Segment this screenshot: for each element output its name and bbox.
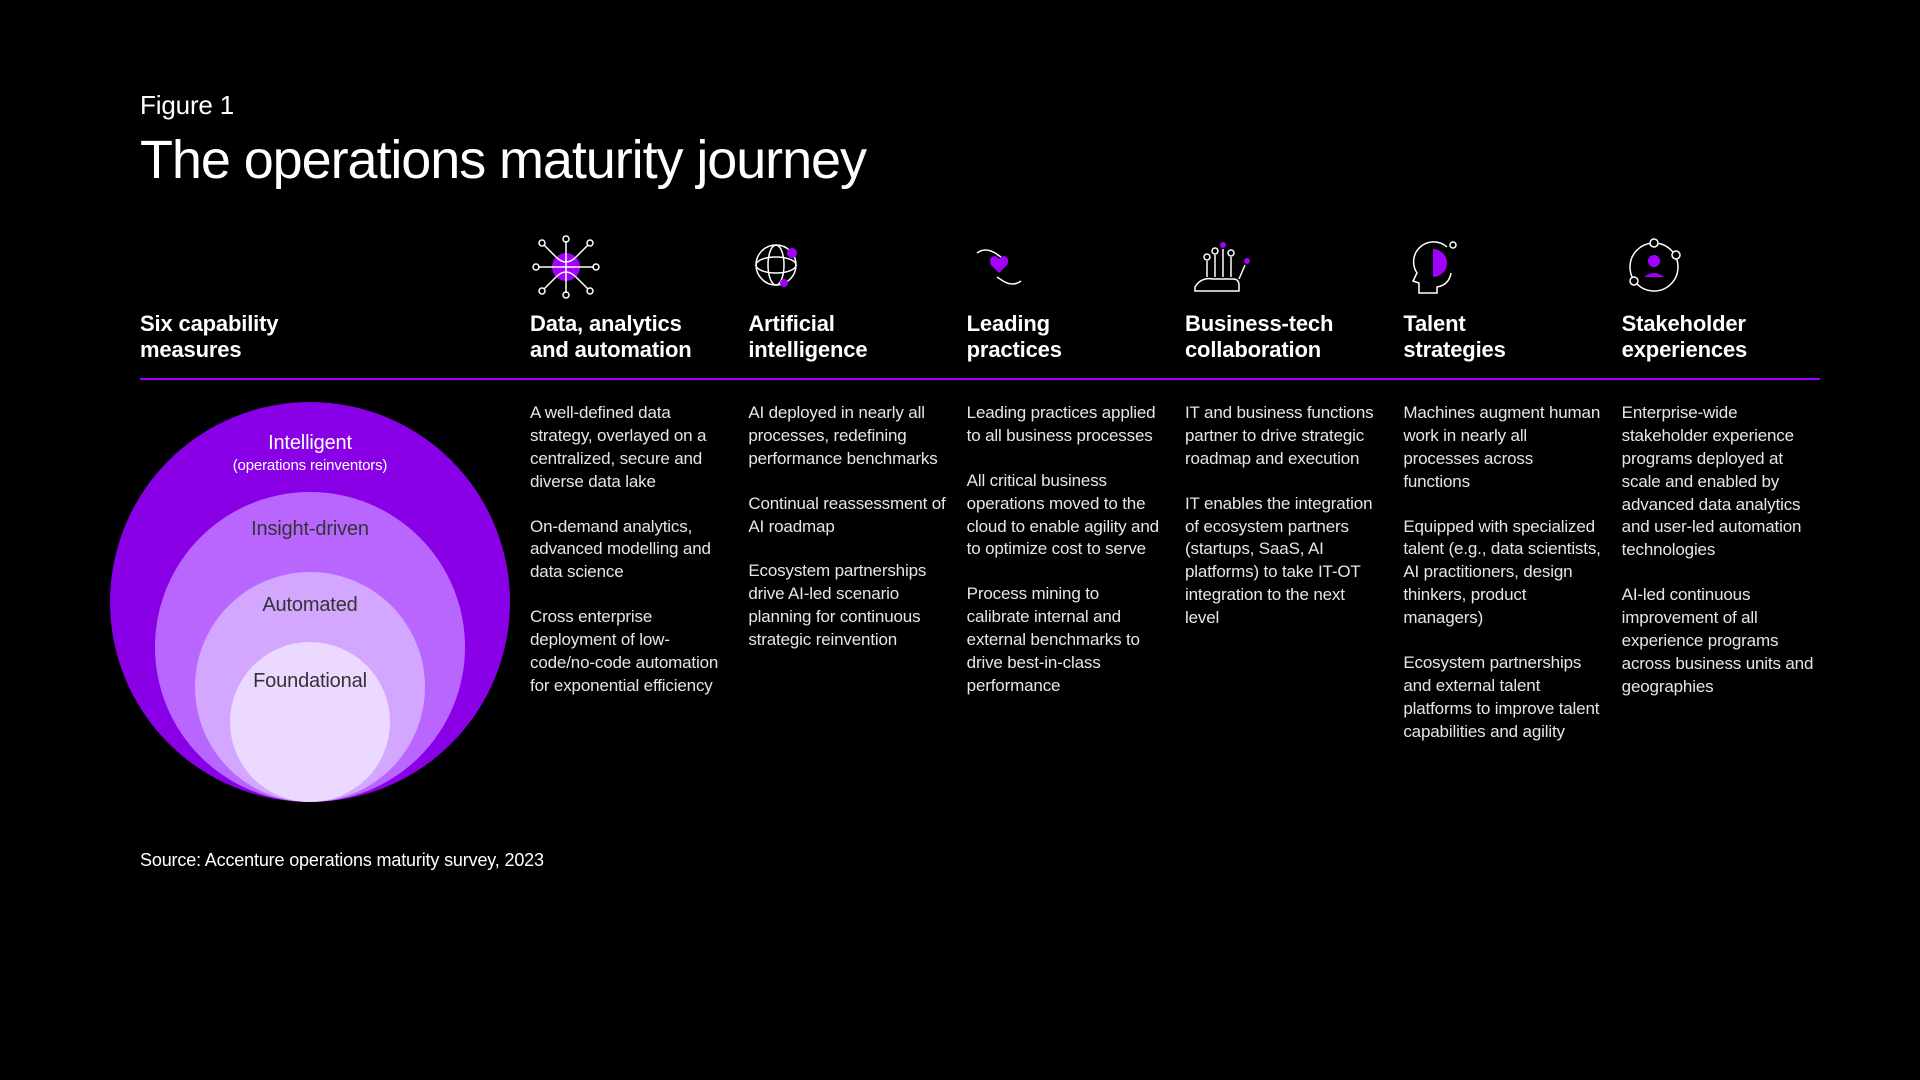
body-paragraph: AI deployed in nearly all processes, red…: [748, 402, 946, 471]
column-stakeholder: Stakeholder experiences: [1622, 231, 1820, 378]
maturity-circle-sublabel: (operations reinventors): [233, 457, 388, 474]
capability-grid: Six capability measures Data, analyti: [140, 231, 1820, 802]
body-paragraph: AI-led continuous improvement of all exp…: [1622, 584, 1820, 699]
body-paragraph: Machines augment human work in nearly al…: [1403, 402, 1601, 494]
column-leading: Leading practices: [967, 231, 1165, 378]
body-paragraph: Ecosystem partnerships and external tale…: [1403, 652, 1601, 744]
ai-globe-icon: [748, 231, 946, 311]
source-note: Source: Accenture operations maturity su…: [140, 850, 1820, 871]
maturity-circle-label: Foundational: [253, 670, 367, 802]
column-header: Leading practices: [967, 311, 1165, 378]
body-paragraph: IT enables the integration of ecosystem …: [1185, 493, 1383, 631]
column-data: Data, analytics and automation: [530, 231, 728, 378]
body-paragraph: A well-defined data strategy, overlayed …: [530, 402, 728, 494]
column-talent: Talent strategies: [1403, 231, 1601, 378]
page-title: The operations maturity journey: [140, 129, 1820, 191]
figure-label: Figure 1: [140, 90, 1820, 121]
maturity-circle: Foundational: [230, 642, 390, 802]
column-header: Stakeholder experiences: [1622, 311, 1820, 378]
column-header: Business-tech collaboration: [1185, 311, 1383, 378]
column-header: Six capability measures: [140, 231, 510, 378]
hands-heart-icon: [967, 231, 1165, 311]
body-paragraph: Leading practices applied to all busines…: [967, 402, 1165, 448]
body-paragraph: Process mining to calibrate internal and…: [967, 583, 1165, 698]
body-paragraph: Enterprise-wide stakeholder experience p…: [1622, 402, 1820, 563]
column-body: IT and business functions partner to dri…: [1185, 380, 1383, 802]
body-paragraph: IT and business functions partner to dri…: [1185, 402, 1383, 471]
column-body: Leading practices applied to all busines…: [967, 380, 1165, 802]
column-body: Enterprise-wide stakeholder experience p…: [1622, 380, 1820, 802]
column-ai: Artificial intelligence: [748, 231, 946, 378]
column-header: Artificial intelligence: [748, 311, 946, 378]
column-body: A well-defined data strategy, overlayed …: [530, 380, 728, 802]
body-paragraph: Continual reassessment of AI roadmap: [748, 493, 946, 539]
body-paragraph: Cross enterprise deployment of low-code/…: [530, 606, 728, 698]
accent-divider: [140, 378, 1820, 380]
maturity-circles: Intelligent(operations reinventors)Insig…: [140, 380, 510, 802]
label-column: Six capability measures: [140, 231, 510, 378]
column-body: Machines augment human work in nearly al…: [1403, 380, 1601, 802]
body-paragraph: On-demand analytics, advanced modelling …: [530, 516, 728, 585]
stakeholder-orbit-icon: [1622, 231, 1820, 311]
body-paragraph: Equipped with specialized talent (e.g., …: [1403, 516, 1601, 631]
circuit-hand-icon: [1185, 231, 1383, 311]
data-network-icon: [530, 231, 728, 311]
column-body: AI deployed in nearly all processes, red…: [748, 380, 946, 802]
body-paragraph: Ecosystem partnerships drive AI-led scen…: [748, 560, 946, 652]
column-biztech: Business-tech collaboration: [1185, 231, 1383, 378]
body-paragraph: All critical business operations moved t…: [967, 470, 1165, 562]
column-header: Data, analytics and automation: [530, 311, 728, 378]
column-header: Talent strategies: [1403, 311, 1601, 378]
talent-head-icon: [1403, 231, 1601, 311]
